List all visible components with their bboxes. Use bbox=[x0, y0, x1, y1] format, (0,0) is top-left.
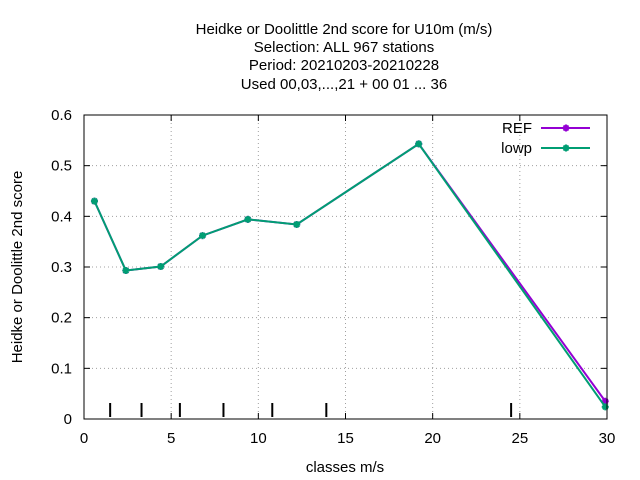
series-line bbox=[93, 142, 607, 402]
data-point bbox=[601, 397, 609, 405]
x-axis-ticks: 0 5 10 15 20 25 30 bbox=[80, 115, 616, 447]
x-tick-label: 10 bbox=[250, 430, 267, 447]
data-point bbox=[90, 197, 98, 205]
y-tick-label: 0 bbox=[64, 411, 72, 428]
y-tick-label: 0.2 bbox=[51, 310, 72, 327]
legend-label: REF bbox=[502, 120, 532, 137]
y-axis-label: Heidke or Doolittle 2nd score bbox=[9, 171, 26, 364]
x-tick-label: 15 bbox=[337, 430, 354, 447]
title-line-3: Period: 20210203-20210228 bbox=[249, 57, 439, 74]
data-point bbox=[157, 262, 165, 270]
data-point bbox=[293, 220, 301, 228]
legend: REF lowp bbox=[501, 120, 590, 157]
data-point bbox=[244, 215, 252, 223]
x-tick-label: 30 bbox=[599, 430, 616, 447]
x-tick-label: 25 bbox=[511, 430, 528, 447]
y-tick-label: 0.3 bbox=[51, 259, 72, 276]
legend-marker bbox=[562, 124, 570, 132]
data-point bbox=[601, 403, 609, 411]
x-axis-label: classes m/s bbox=[306, 459, 384, 476]
series-line bbox=[93, 142, 607, 408]
x-tick-label: 5 bbox=[167, 430, 175, 447]
y-tick-label: 0.1 bbox=[51, 360, 72, 377]
title-line-4: Used 00,03,...,21 + 00 01 ... 36 bbox=[241, 76, 447, 93]
data-point bbox=[415, 140, 423, 148]
legend-marker bbox=[562, 144, 570, 152]
y-tick-label: 0.5 bbox=[51, 158, 72, 175]
title-line-2: Selection: ALL 967 stations bbox=[254, 39, 434, 56]
chart-title: Heidke or Doolittle 2nd score for U10m (… bbox=[196, 21, 493, 93]
y-tick-label: 0.6 bbox=[51, 107, 72, 124]
class-markers bbox=[109, 403, 513, 417]
series-lowp bbox=[90, 140, 609, 411]
title-line-1: Heidke or Doolittle 2nd score for U10m (… bbox=[196, 21, 493, 38]
legend-label: lowp bbox=[501, 140, 532, 157]
x-tick-label: 20 bbox=[424, 430, 441, 447]
series-layer bbox=[90, 140, 609, 411]
x-tick-label: 0 bbox=[80, 430, 88, 447]
series-REF bbox=[90, 140, 609, 405]
grid bbox=[84, 115, 607, 419]
y-tick-label: 0.4 bbox=[51, 208, 72, 225]
y-axis-ticks: 0 0.1 0.2 0.3 0.4 0.5 0.6 bbox=[51, 107, 607, 428]
data-point bbox=[122, 267, 130, 275]
data-point bbox=[199, 232, 207, 240]
